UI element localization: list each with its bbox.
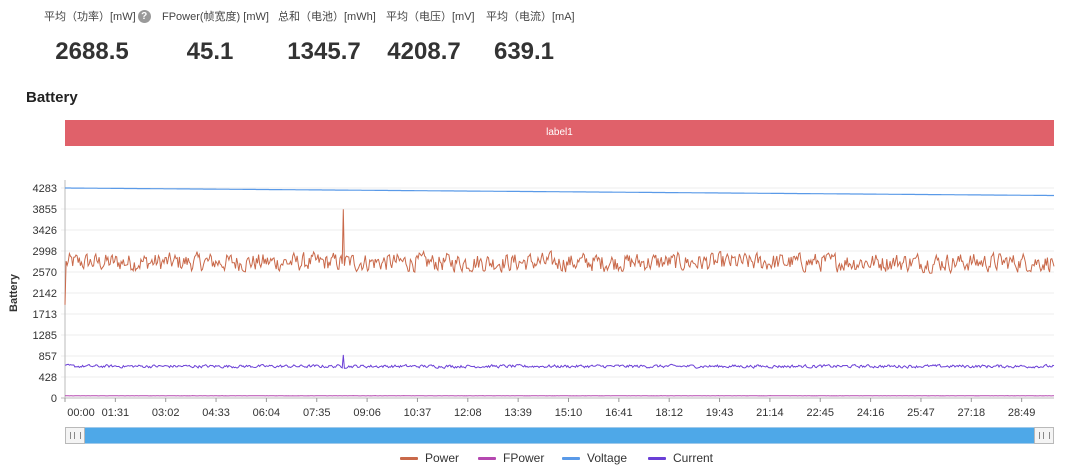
- legend-item-current[interactable]: Current: [648, 451, 713, 465]
- x-tick-label: 28:49: [1008, 407, 1036, 419]
- y-axis-title: Battery: [8, 273, 20, 312]
- x-tick-label: 25:47: [907, 407, 935, 419]
- slider-handle-left[interactable]: [65, 427, 85, 444]
- legend-swatch: [648, 456, 666, 460]
- x-tick-label: 03:02: [152, 407, 180, 419]
- x-tick-label: 16:41: [605, 407, 633, 419]
- y-tick-label: 857: [39, 351, 57, 363]
- y-tick-label: 4283: [33, 183, 57, 195]
- chart-legend: Power FPower Voltage Current: [0, 451, 1080, 467]
- stat-label-avg-power: 平均（功率）[mW] ?: [44, 8, 151, 24]
- x-tick-label: 24:16: [857, 407, 885, 419]
- stat-value-avg-voltage: 4208.7: [387, 38, 461, 65]
- stat-value-fpower: 45.1: [186, 38, 234, 65]
- x-tick-label: 00:00: [67, 407, 95, 419]
- y-tick-label: 0: [51, 393, 57, 405]
- label-bar[interactable]: label1: [65, 120, 1054, 146]
- x-tick-label: 09:06: [353, 407, 381, 419]
- section-title: Battery: [26, 89, 78, 106]
- y-tick-label: 1713: [33, 309, 57, 321]
- battery-chart[interactable]: 0 428 857 1285 1713 2142 2570 2998 3426 3855 4283 B…: [0, 150, 1080, 425]
- stats-panel: 平均（功率）[mW] ? FPower(帧宽度) [mW] 总和（电池）[mWh…: [0, 0, 1080, 80]
- y-tick-label: 2142: [33, 288, 57, 300]
- x-tick-label: 12:08: [454, 407, 482, 419]
- stat-value-avg-power: 2688.5: [55, 38, 129, 65]
- legend-item-fpower[interactable]: FPower: [478, 451, 544, 465]
- series-line-voltage: [65, 187, 1054, 197]
- y-tick-label: 2998: [33, 246, 57, 258]
- stat-label-fpower: FPower(帧宽度) [mW]: [162, 11, 269, 23]
- x-tick-label: 19:43: [706, 407, 734, 419]
- stat-label-avg-voltage: 平均（电压）[mV]: [386, 11, 475, 23]
- y-tick-label: 2570: [33, 267, 57, 279]
- stat-value-battery-sum: 1345.7: [287, 38, 361, 65]
- grip-icon: [69, 432, 81, 439]
- x-tick-label: 10:37: [404, 407, 432, 419]
- stat-label-battery-sum: 总和（电池）[mWh]: [278, 11, 376, 23]
- x-tick-label: 27:18: [958, 407, 986, 419]
- stat-label-avg-current: 平均（电流）[mA]: [486, 11, 575, 23]
- slider-track[interactable]: [65, 427, 1054, 444]
- legend-item-power[interactable]: Power: [400, 451, 459, 465]
- grip-icon: [1038, 432, 1050, 439]
- legend-swatch: [562, 456, 580, 460]
- x-tick-label: 22:45: [806, 407, 834, 419]
- x-tick-label: 04:33: [202, 407, 230, 419]
- x-tick-label: 18:12: [655, 407, 683, 419]
- x-tick-label: 06:04: [253, 407, 281, 419]
- x-tick-label: 07:35: [303, 407, 331, 419]
- x-tick-label: 21:14: [756, 407, 784, 419]
- legend-swatch: [478, 456, 496, 460]
- series-line-power: [64, 209, 1055, 305]
- slider-handle-right[interactable]: [1034, 427, 1054, 444]
- help-icon[interactable]: ?: [137, 9, 151, 23]
- y-tick-label: 3426: [33, 225, 57, 237]
- legend-swatch: [400, 456, 418, 460]
- legend-item-voltage[interactable]: Voltage: [562, 451, 627, 465]
- range-slider[interactable]: [65, 427, 1054, 444]
- y-tick-label: 3855: [33, 204, 57, 216]
- x-tick-label: 13:39: [504, 407, 532, 419]
- series-line-current: [64, 354, 1055, 369]
- x-tick-label: 15:10: [555, 407, 583, 419]
- stat-value-avg-current: 639.1: [493, 38, 555, 65]
- y-tick-label: 428: [39, 372, 57, 384]
- y-tick-label: 1285: [33, 330, 57, 342]
- x-tick-label: 01:31: [102, 407, 130, 419]
